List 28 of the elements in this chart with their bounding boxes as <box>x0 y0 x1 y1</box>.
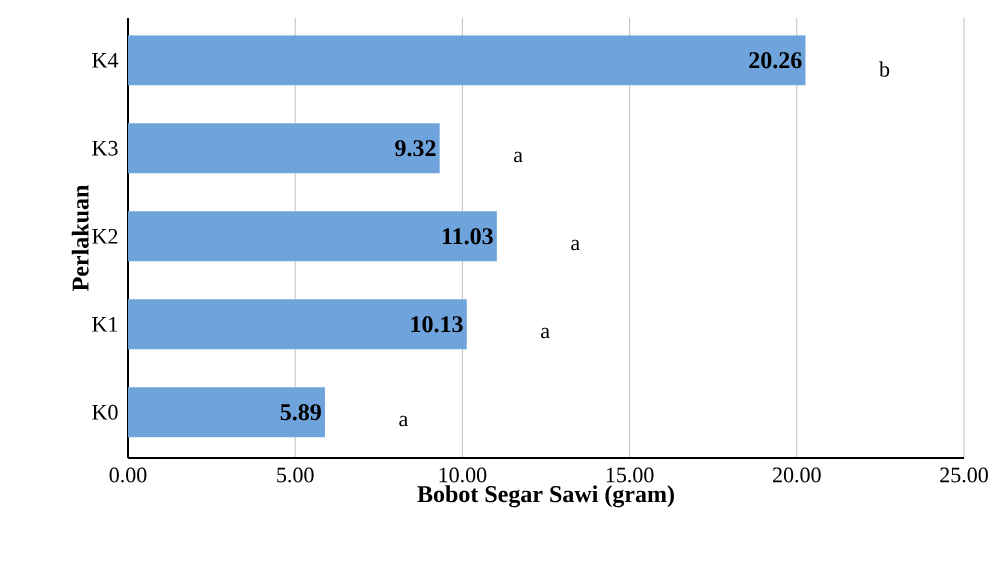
y-tick-label: K0 <box>92 404 118 420</box>
bar <box>128 299 467 350</box>
x-tick-label: 15.00 <box>606 467 654 483</box>
x-axis-title: Bobot Segar Sawi (gram) <box>417 485 674 508</box>
data-label: 11.03 <box>442 228 493 245</box>
bar <box>128 35 806 86</box>
annotation: a <box>513 151 523 163</box>
annotation: a <box>399 415 408 427</box>
y-tick-label: K2 <box>92 228 118 244</box>
annotation: a <box>541 327 550 339</box>
y-tick-label: K1 <box>92 316 118 332</box>
data-label: 9.32 <box>395 140 436 157</box>
x-tick-label: 25.00 <box>940 467 988 483</box>
bar <box>128 211 497 262</box>
y-tick-label: K4 <box>92 53 119 68</box>
bar <box>128 387 325 438</box>
y-tick-label: K3 <box>92 140 118 156</box>
x-tick-label: 5.00 <box>277 467 314 483</box>
data-label: 5.89 <box>280 404 321 421</box>
bar <box>128 123 440 174</box>
x-tick-label: 0.00 <box>109 467 147 483</box>
data-label: 20.26 <box>749 52 802 69</box>
x-tick-label: 20.00 <box>773 467 821 483</box>
annotation: b <box>879 61 890 77</box>
data-label: 10.13 <box>411 316 463 333</box>
y-axis-title: Perlakuan <box>71 185 89 291</box>
annotation: a <box>571 239 580 251</box>
x-tick-label: 10.00 <box>439 467 487 483</box>
